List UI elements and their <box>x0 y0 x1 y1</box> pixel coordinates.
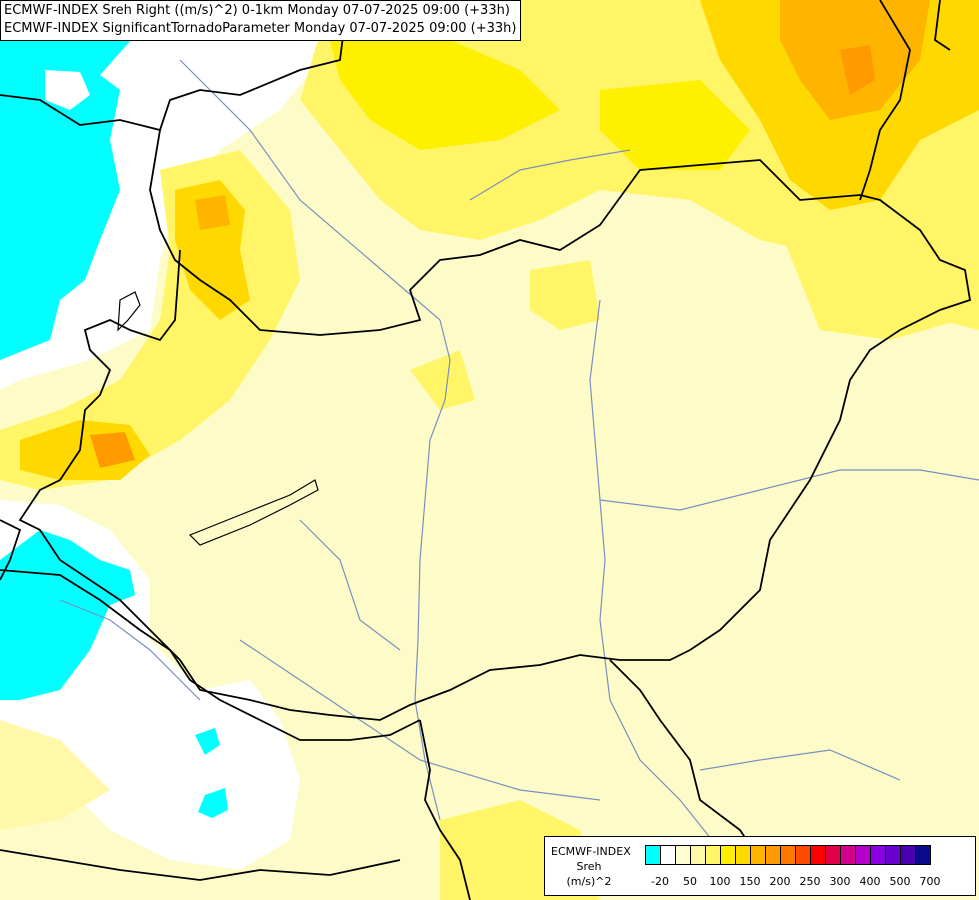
mid-value-patch-2 <box>530 260 600 330</box>
legend-swatch <box>886 845 901 865</box>
legend-swatch <box>826 845 841 865</box>
legend-parameter-label: Sreh <box>576 860 602 873</box>
legend-swatch <box>751 845 766 865</box>
legend-swatch <box>721 845 736 865</box>
border-1 <box>0 0 351 132</box>
legend-swatch <box>781 845 796 865</box>
peak-southwest <box>90 432 135 468</box>
legend-swatches <box>645 845 931 865</box>
orange-patch-west <box>195 195 230 230</box>
river-4 <box>699 749 901 781</box>
river-1 <box>179 59 441 321</box>
border-bosnia <box>0 849 401 881</box>
legend-swatch <box>796 845 811 865</box>
river-tisza <box>589 299 721 851</box>
legend-swatch <box>706 845 721 865</box>
legend-swatch <box>736 845 751 865</box>
legend-tick-label: 100 <box>709 875 731 888</box>
legend-model-label: ECMWF-INDEX <box>551 845 631 858</box>
border-hungary <box>18 129 972 721</box>
legend-tick-label: 300 <box>829 875 851 888</box>
river-5 <box>299 519 401 651</box>
peak-northeast <box>840 45 875 95</box>
color-legend: ECMWF-INDEX Sreh (m/s)^2 -20 50 100 150 200 2… <box>544 836 976 896</box>
legend-tick-label: 250 <box>799 875 821 888</box>
border-croatia <box>0 569 421 741</box>
legend-swatch <box>811 845 826 865</box>
legend-swatch <box>646 845 661 865</box>
negative-patch-1 <box>195 728 220 755</box>
legend-tick-label: -20 <box>651 875 669 888</box>
high-value-area-2 <box>600 80 750 170</box>
border-slovenia <box>0 519 22 581</box>
legend-tick-label: 400 <box>859 875 881 888</box>
border-east-2 <box>934 0 951 51</box>
mid-value-area-east <box>780 220 960 340</box>
title-line-1: ECMWF-INDEX Sreh Right ((m/s)^2) 0-1km M… <box>4 3 510 18</box>
high-value-area-1 <box>330 40 560 150</box>
legend-unit-label: (m/s)^2 <box>566 875 612 888</box>
river-danube <box>414 319 451 821</box>
legend-tick-label: 150 <box>739 875 761 888</box>
border-romania-south <box>609 659 761 861</box>
light-area-southwest <box>0 720 110 830</box>
river-6 <box>59 599 201 701</box>
legend-swatch <box>871 845 886 865</box>
legend-swatch <box>901 845 916 865</box>
mid-value-patch <box>410 350 475 410</box>
legend-tick-label: 200 <box>769 875 791 888</box>
title-line-2: ECMWF-INDEX SignificantTornadoParameter … <box>4 21 517 36</box>
river-2 <box>239 639 601 801</box>
legend-tick-label: 700 <box>919 875 941 888</box>
white-patch <box>45 70 90 110</box>
lake-balaton <box>188 479 319 546</box>
legend-tick-label: 50 <box>683 875 697 888</box>
rivers <box>59 59 979 851</box>
legend-swatch <box>766 845 781 865</box>
legend-swatch <box>691 845 706 865</box>
legend-swatch <box>661 845 676 865</box>
negative-patch-2 <box>198 788 228 818</box>
map-title-box: ECMWF-INDEX Sreh Right ((m/s)^2) 0-1km M… <box>0 0 522 41</box>
river-3 <box>599 469 979 511</box>
negative-area-northwest <box>0 0 150 360</box>
legend-swatch <box>676 845 691 865</box>
river-7 <box>469 149 631 201</box>
legend-tick-label: 500 <box>889 875 911 888</box>
legend-swatch <box>841 845 856 865</box>
legend-swatch <box>856 845 871 865</box>
high-value-area-west <box>175 180 250 320</box>
legend-swatch <box>916 845 931 865</box>
border-serbia-1 <box>419 719 471 900</box>
border-east-1 <box>859 0 911 201</box>
